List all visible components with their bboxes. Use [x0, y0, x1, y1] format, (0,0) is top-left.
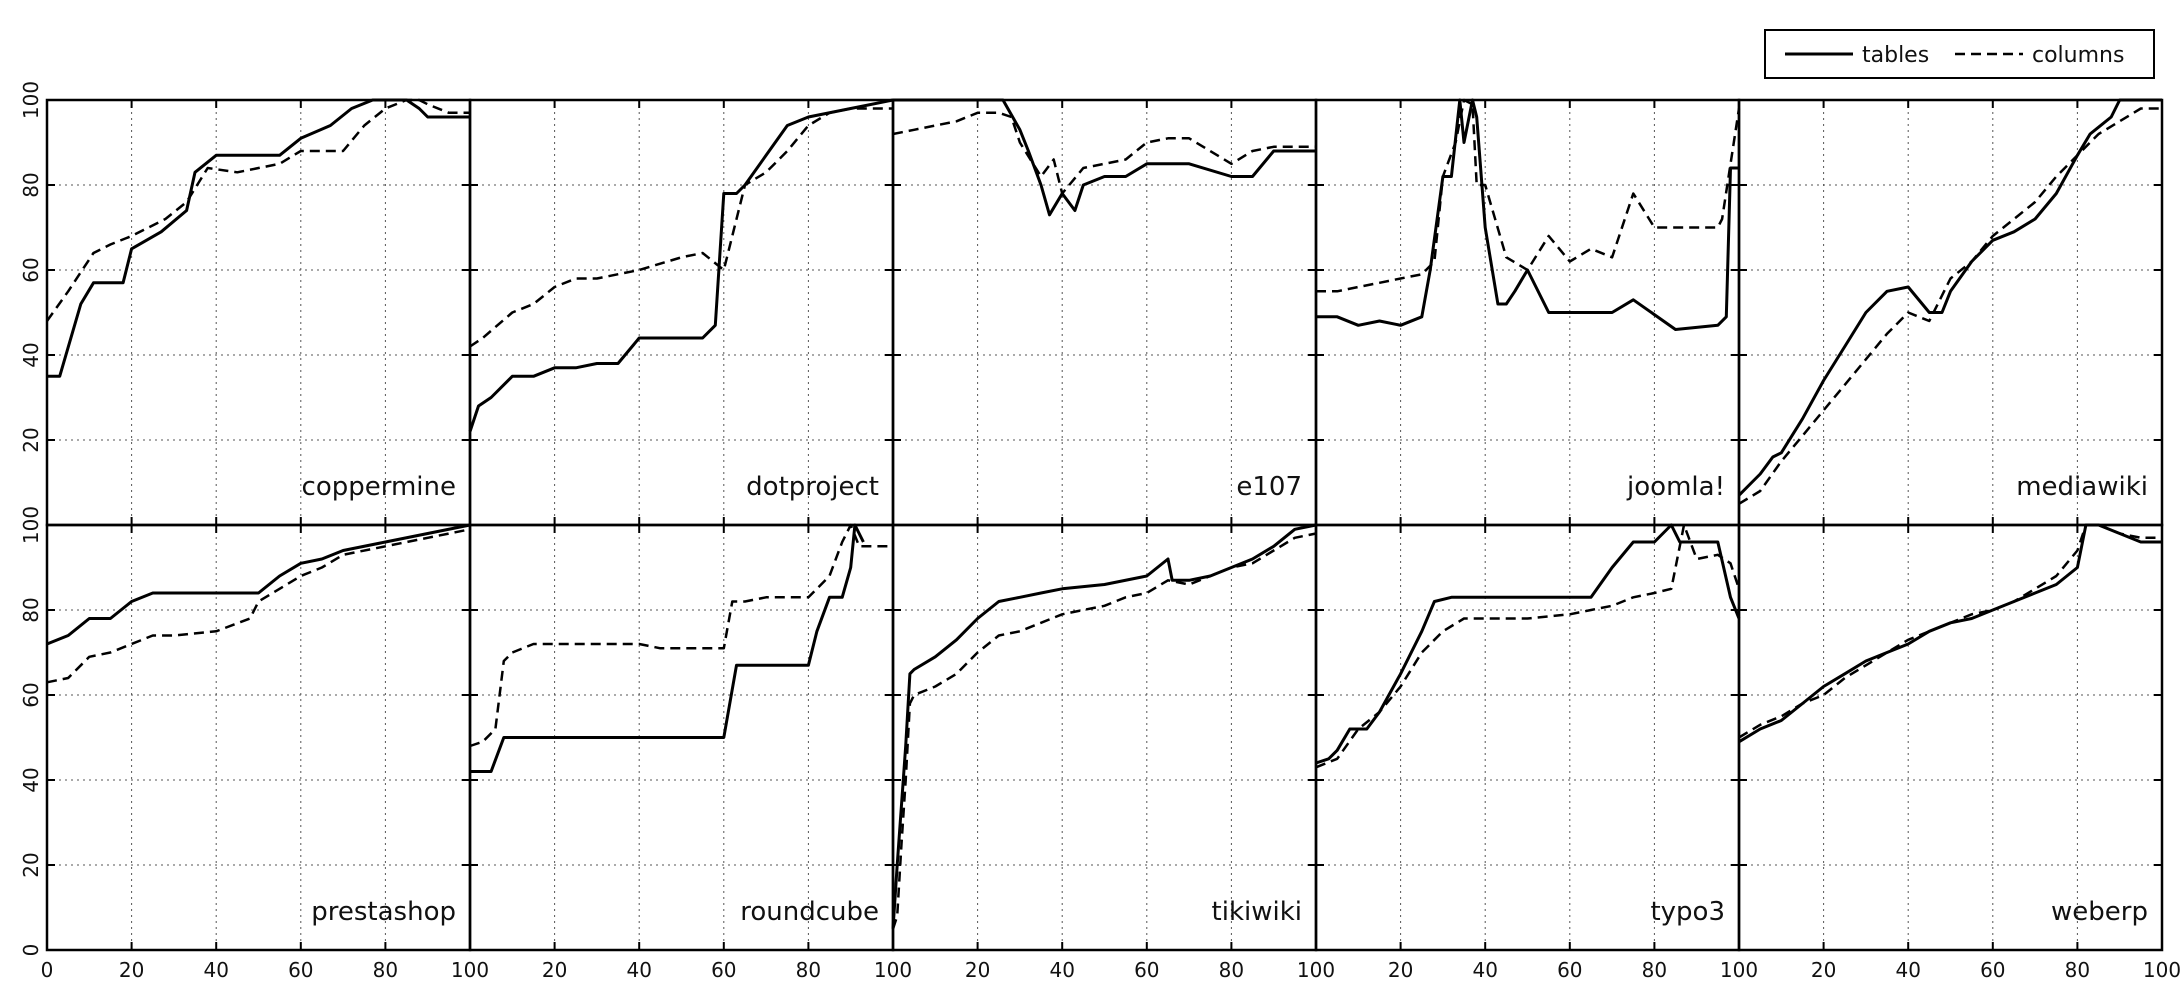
series-line-columns-mediawiki: [1738, 107, 2162, 505]
panel-frame-coppermine: [45, 98, 472, 527]
label-layer: coppermine dotproject e107 joomla! mediawiki…: [302, 472, 2148, 927]
panel-frame-prestashop: [45, 523, 472, 952]
series-line-columns-coppermine: [45, 98, 470, 322]
x-tick-label: 80: [2065, 958, 2090, 982]
x-tick-label: 100: [1720, 958, 1758, 982]
x-tick-label: 40: [1472, 958, 1497, 982]
x-tick-label: 80: [373, 958, 398, 982]
x-tick-label: 40: [203, 958, 228, 982]
panel-frame-typo3: [1314, 523, 1741, 952]
series-line-columns-prestashop: [46, 528, 471, 684]
panel-label-prestashop: prestashop: [311, 897, 456, 927]
x-tick-label: 20: [542, 958, 567, 982]
x-tick-label: 60: [1557, 958, 1582, 982]
panel-frame-mediawiki: [1737, 98, 2164, 527]
panel-label-joomla: joomla!: [1626, 472, 1725, 502]
x-tick-label: 100: [451, 958, 489, 982]
series-line-columns-joomla: [1316, 98, 1741, 293]
y-tick-label: 40: [19, 767, 43, 792]
y-tick-label: 60: [19, 682, 43, 707]
series-line-columns-e107: [892, 111, 1316, 195]
panel-label-coppermine: coppermine: [302, 472, 456, 502]
series-line-columns-tikiwiki: [891, 532, 1317, 930]
panel-label-weberp: weberp: [2051, 897, 2148, 927]
x-tick-label: 60: [711, 958, 736, 982]
series-line-tables-weberp: [1738, 523, 2162, 744]
panel-frame-e107: [891, 98, 1318, 527]
panel-frame-dotproject: [468, 98, 895, 527]
x-tick-label: 20: [1388, 958, 1413, 982]
x-tick-label: 40: [1895, 958, 1920, 982]
panel-label-mediawiki: mediawiki: [2016, 472, 2148, 502]
series-line-tables-mediawiki: [1737, 98, 2162, 497]
series-line-tables-coppermine: [47, 98, 470, 378]
legend-label-tables: tables: [1862, 43, 1929, 68]
legend-label-columns: columns: [2032, 43, 2124, 68]
series-layer: [45, 98, 2162, 930]
y-tick-label: 20: [19, 852, 43, 877]
panel-label-roundcube: roundcube: [740, 897, 879, 927]
series-line-tables-typo3: [1315, 523, 1741, 765]
y-tick-label: 20: [19, 427, 43, 452]
series-line-tables-joomla: [1316, 98, 1739, 331]
panel-label-tikiwiki: tikiwiki: [1212, 897, 1302, 927]
x-tick-label: 20: [119, 958, 144, 982]
x-tick-label: 60: [288, 958, 313, 982]
series-line-tables-dotproject: [468, 98, 894, 432]
x-tick-label: 0: [41, 958, 54, 982]
panel-label-e107: e107: [1236, 472, 1302, 502]
series-line-tables-roundcube: [470, 523, 865, 773]
x-tick-label: 60: [1980, 958, 2005, 982]
y-tick-label: 40: [19, 342, 43, 367]
x-tick-label: 40: [626, 958, 651, 982]
x-tick-label: 100: [2143, 958, 2180, 982]
x-tick-label: 100: [1297, 958, 1335, 982]
series-line-tables-e107: [893, 98, 1316, 217]
panel-frame-joomla: [1314, 98, 1741, 527]
panel-frame-weberp: [1737, 523, 2164, 952]
y-tick-label: 0: [19, 944, 43, 957]
y-tick-label: 100: [19, 81, 43, 119]
x-tick-label: 80: [796, 958, 821, 982]
x-tick-label: 40: [1049, 958, 1074, 982]
x-tick-label: 80: [1219, 958, 1244, 982]
y-tick-label: 60: [19, 257, 43, 282]
legend: tables columns: [1764, 29, 2155, 79]
series-line-tables-tikiwiki: [891, 523, 1317, 929]
y-tick-label: 80: [19, 597, 43, 622]
x-tick-label: 100: [874, 958, 912, 982]
series-line-columns-typo3: [1315, 523, 1741, 769]
tick-layer: 20 40 60 80 100 0 20 40 60 80 100 0 20 40 60 80 100 20 40 6…: [19, 81, 2180, 982]
frame-layer: [45, 98, 2164, 952]
y-tick-label: 80: [19, 172, 43, 197]
series-line-columns-dotproject: [469, 107, 893, 348]
panel-label-dotproject: dotproject: [746, 472, 879, 502]
series-line-columns-roundcube: [469, 523, 893, 748]
x-tick-label: 20: [965, 958, 990, 982]
panel-frame-tikiwiki: [891, 523, 1318, 952]
series-line-tables-prestashop: [46, 523, 471, 646]
panel-label-typo3: typo3: [1650, 897, 1725, 927]
x-tick-label: 60: [1134, 958, 1159, 982]
grid-layer: [47, 100, 2162, 950]
x-tick-label: 20: [1811, 958, 1836, 982]
y-tick-label: 100: [19, 506, 43, 544]
x-tick-label: 80: [1642, 958, 1667, 982]
series-line-columns-weberp: [1738, 523, 2162, 739]
